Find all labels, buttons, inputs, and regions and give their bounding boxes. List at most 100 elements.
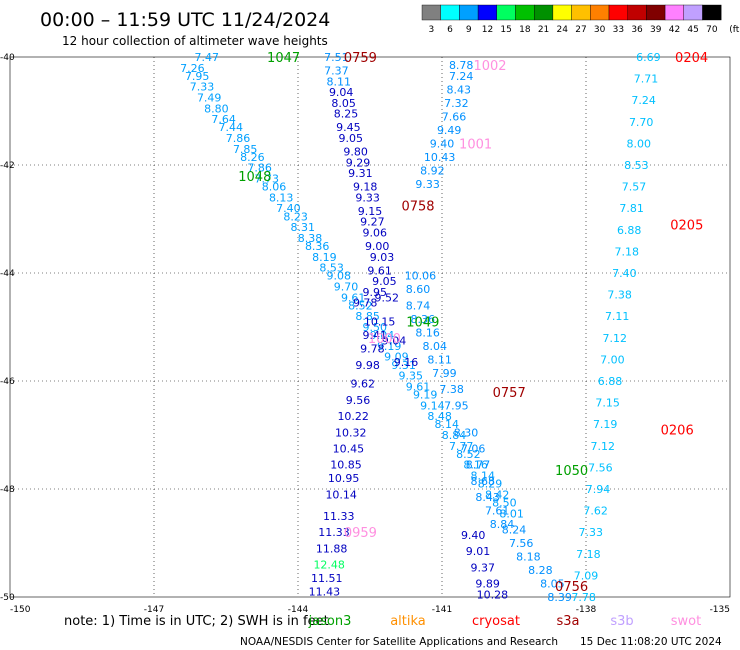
wave-height-value: 9.09 [384,351,409,364]
wave-height-value: 9.16 [394,356,419,369]
colorbar-tick-label: 6 [447,25,453,35]
satellite-legend-entry: swot [671,614,701,629]
pass-time-label: 0757 [493,386,526,401]
wave-height-value: 8.68 [471,475,496,488]
satellite-legend-entry: s3a [556,614,579,629]
wave-height-value: 9.41 [363,329,388,342]
wave-height-value: 9.05 [372,275,397,288]
wave-height-value: 7.64 [211,113,236,126]
wave-height-value: 9.95 [363,286,388,299]
wave-height-value: 7.61 [485,505,510,518]
colorbar-tick-label: 18 [519,25,531,35]
wave-height-value: 8.38 [298,232,323,245]
colorbar-tick-label: 30 [594,25,606,35]
wave-height-value: 8.31 [291,221,316,234]
wave-height-value: 9.61 [367,264,392,277]
y-tick-label: -42 [0,161,15,171]
chart-subtitle: 12 hour collection of altimeter wave hei… [62,34,328,48]
satellite-legend-entry: cryosat [472,614,520,629]
wave-height-value: 10.28 [477,588,509,601]
wave-height-value: 8.14 [435,418,460,431]
colorbar-swatch [702,4,722,21]
wave-height-value: 9.18 [353,181,378,194]
wave-height-value: 7.47 [195,51,220,64]
wave-height-value: 7.56 [588,461,613,474]
wave-height-value: 10.14 [325,488,357,501]
pass-time-label: 1000 [368,332,401,347]
data-points: 7.477.267.957.337.498.807.647.447.867.85… [180,51,661,604]
colorbar-swatch [608,4,628,21]
wave-height-value: 7.57 [622,181,647,194]
wave-height-value: 9.78 [353,297,378,310]
wave-height-value: 8.39 [547,591,572,604]
wave-height-value: 8.85 [355,310,380,323]
wave-height-value: 10.22 [337,410,369,423]
wave-height-value: 9.31 [348,167,373,180]
colorbar-swatch [664,4,684,21]
wave-height-value: 8.84 [442,429,467,442]
colorbar-swatch [627,4,647,21]
x-tick-label: -135 [710,605,730,615]
wave-height-value: 10.32 [335,426,367,439]
wave-height-value: 8.36 [411,313,436,326]
wave-height-value: 8.30 [454,426,479,439]
wave-height-value: 7.33 [190,81,215,94]
wave-height-value: 9.31 [391,359,416,372]
colorbar-tick-label: 3 [428,25,434,35]
footer-generated: 15 Dec 11:08:20 UTC 2024 [580,636,722,648]
wave-height-value: 8.52 [348,299,373,312]
wave-height-value: 8.78 [449,59,474,72]
wave-height-value: 7.18 [615,245,640,258]
wave-height-value: 9.98 [355,359,380,372]
colorbar-tick-label: 45 [687,25,698,35]
colorbar-swatch [459,4,479,21]
wave-height-value: 9.40 [461,529,486,542]
wave-height-value: 11.51 [311,572,343,585]
wave-height-value: 11.33 [323,510,355,523]
wave-height-value: 7.11 [605,310,630,323]
wave-height-value: 9.14 [420,399,445,412]
colorbar-tick-label: 9 [466,25,472,35]
axis-tick-labels: -150 -147 -144 -141 -138 -135 -40 -42 -44 -46 -48 -… [0,53,730,615]
satellite-legend: jason3 altika cryosat s3a s3b swot [308,614,702,629]
chart-title: 00:00 – 11:59 UTC 11/24/2024 [40,9,330,31]
wave-height-value: 8.28 [528,564,553,577]
wave-height-value: 7.24 [449,70,474,83]
wave-height-value: 8.05 [331,97,356,110]
wave-height-value: 9.06 [363,227,388,240]
wave-height-value: 8.01 [499,507,524,520]
wave-height-value: 8.24 [502,524,527,537]
wave-height-value: 8.60 [406,283,431,296]
plot-frame [9,56,731,598]
wave-height-value: 9.19 [413,389,438,402]
colorbar-tick-label: 12 [482,25,493,35]
wave-height-value: 7.78 [571,591,596,604]
wave-height-value: 6.69 [636,51,661,64]
wave-height-value: 9.62 [351,378,376,391]
footer-credit: NOAA/NESDIS Center for Satellite Applica… [240,636,558,648]
wave-height-value: 7.40 [612,267,637,280]
wave-height-value: 8.80 [204,102,229,115]
wave-height-value: 8.43 [475,491,500,504]
wave-height-value: 9.49 [437,124,462,137]
wave-height-value: 10.15 [364,316,396,329]
wave-height-value: 9.19 [377,340,402,353]
wave-height-value: 8.19 [312,251,337,264]
colorbar-swatch [552,4,572,21]
pass-labels: 1047 0759 0758 0757 0756 1048 1049 1050 0204 0205… [238,51,708,595]
wave-height-value: 7.09 [574,569,599,582]
wave-height-value: 8.50 [492,497,517,510]
pass-time-label: 0204 [675,51,708,66]
wave-height-value: 9.33 [355,191,380,204]
wave-height-value: 7.38 [439,383,464,396]
wave-height-value: 7.32 [444,97,469,110]
wave-height-value: 8.52 [456,448,481,461]
wave-height-value: 7.12 [603,332,628,345]
wave-height-value: 9.27 [360,216,385,229]
wave-height-value: 8.29 [478,478,503,491]
wave-height-value: 11.88 [316,542,348,555]
wave-height-value: 9.33 [415,178,440,191]
wave-height-value: 7.66 [442,110,467,123]
colorbar-tick-label: 33 [613,25,624,35]
